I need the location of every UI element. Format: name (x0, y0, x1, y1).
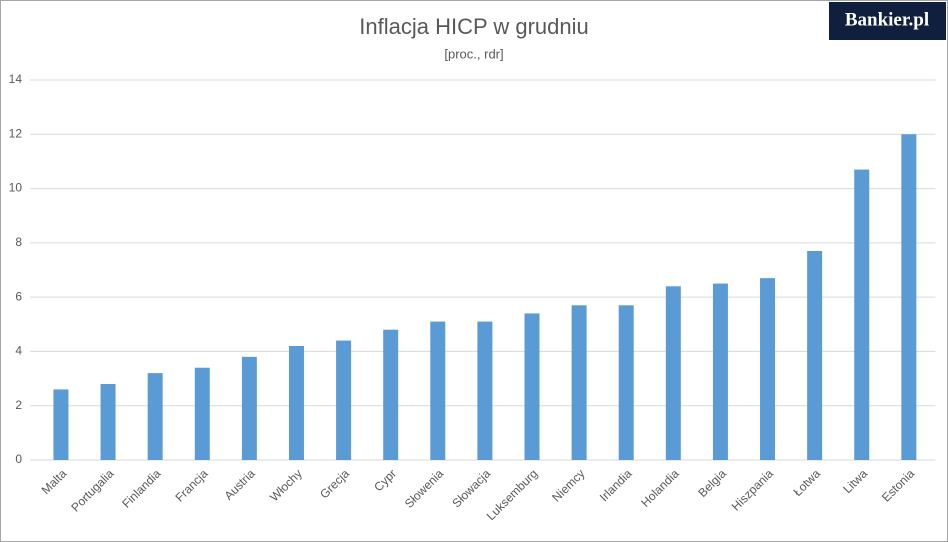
bar (901, 134, 917, 461)
bar (477, 321, 493, 460)
bar (430, 321, 446, 460)
y-tick-label: 0 (15, 452, 22, 466)
chart-subtitle: [proc., rdr] (444, 46, 503, 61)
bar (618, 305, 634, 460)
bar (854, 169, 870, 461)
bar (336, 340, 352, 460)
logo: Bankier.pl (845, 9, 929, 30)
bar (524, 313, 540, 460)
y-tick-label: 8 (15, 235, 22, 249)
bar (383, 329, 399, 460)
bar (288, 346, 304, 460)
bar (665, 286, 681, 460)
y-tick-label: 14 (9, 72, 23, 86)
bar (241, 356, 257, 460)
bar (100, 384, 116, 460)
logo-box (829, 2, 946, 40)
bar (571, 305, 587, 460)
bar (807, 251, 823, 460)
y-tick-label: 2 (15, 398, 22, 412)
bar (760, 278, 776, 460)
y-tick-label: 4 (15, 344, 22, 358)
bar (53, 389, 69, 460)
y-tick-label: 6 (15, 289, 22, 303)
bar (194, 367, 210, 460)
y-tick-label: 12 (9, 126, 23, 140)
y-tick-label: 10 (9, 181, 23, 195)
bar (147, 373, 163, 460)
bar (712, 283, 728, 460)
chart-title: Inflacja HICP w grudniu (359, 14, 589, 39)
